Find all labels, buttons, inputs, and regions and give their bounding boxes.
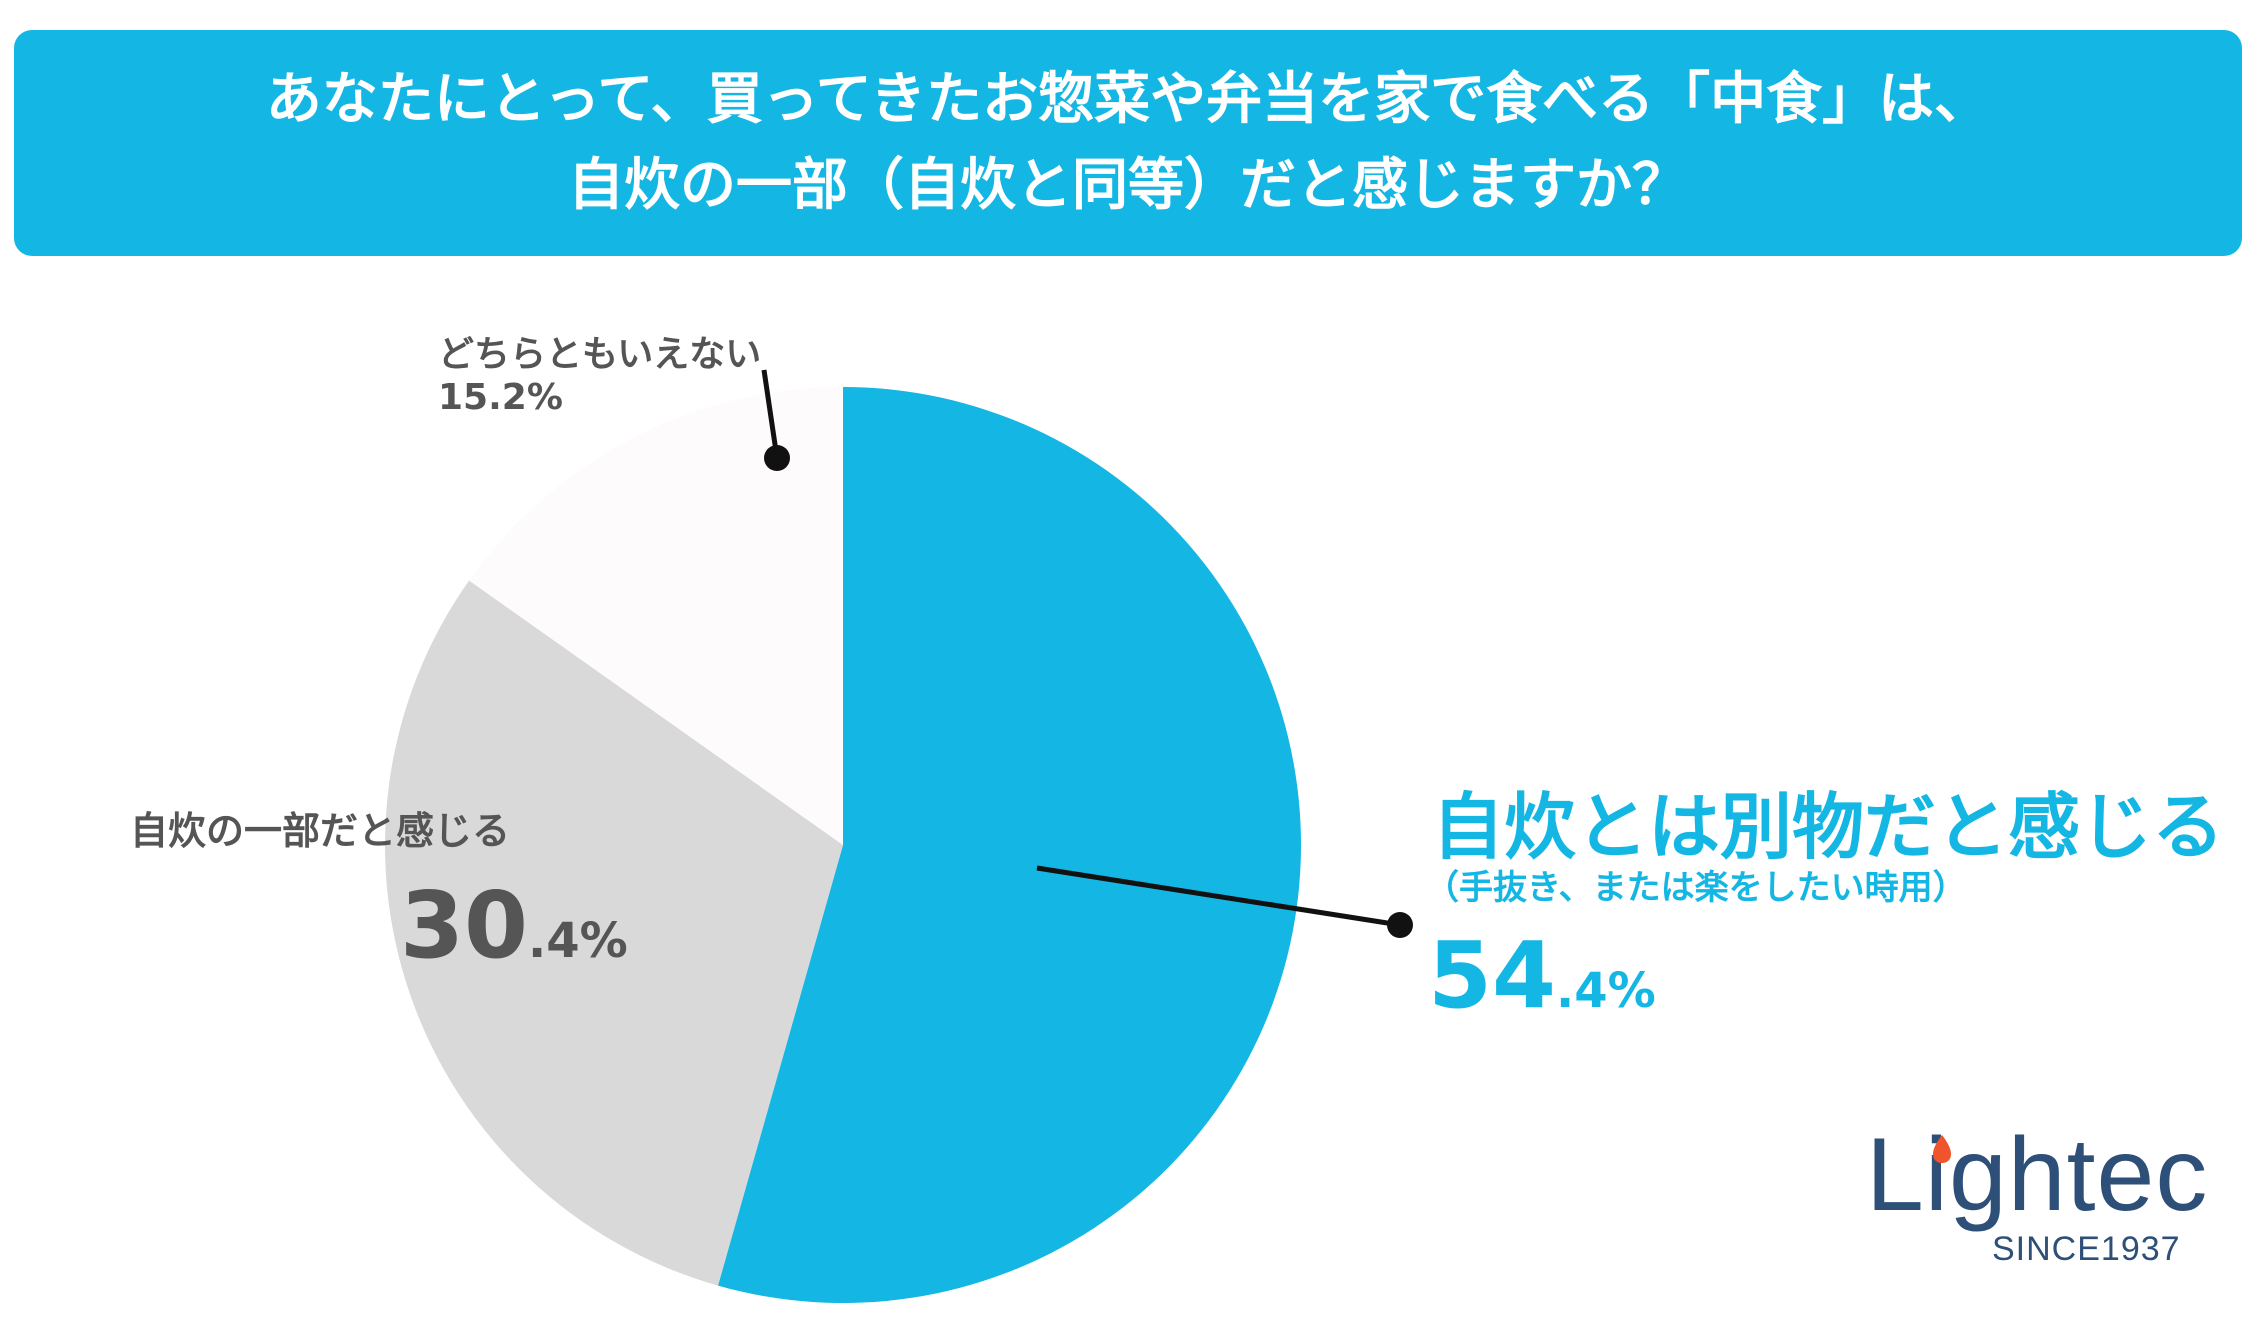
chart-title-line1: あなたにとって、買ってきたお惣菜や弁当を家で食べる「中食」は、 [265,67,1991,132]
slice-value-part-int: 30 [400,872,529,979]
slice-value-different-dec: .4% [1556,963,1656,1019]
slice-value-different: 54.4% [1428,922,1656,1029]
title-banner: あなたにとって、買ってきたお惣菜や弁当を家で食べる「中食」は、 自炊の一部（自炊… [14,30,2242,256]
leader-neither-line [761,369,780,459]
flame-icon [1933,1135,1951,1163]
leader-different-dot [1387,912,1413,938]
logo-since: SINCE1937 [1992,1230,2181,1268]
slice-label-neither: どちらともいえない [438,334,762,375]
lightec-logo: Lightec SINCE1937 [1866,1120,2207,1270]
slice-label-part: 自炊の一部だと感じる [130,809,511,853]
slice-different [717,387,1301,1303]
slice-sublabel-different: （手抜き、または楽をしたい時用） [1425,868,1967,908]
slice-neither [469,387,843,845]
leader-neither-dot [764,445,790,471]
slice-value-neither: 15.2% [438,377,563,418]
logo-wordmark: Lightec [1866,1117,2209,1233]
slice-label-different: 自炊とは別物だと感じる [1432,785,2225,869]
chart-title-line2: 自炊の一部（自炊と同等）だと感じますか？ [568,153,1688,218]
slice-value-different-int: 54 [1428,922,1557,1029]
leader-different-line [1036,865,1401,928]
slice-value-part: 30.4% [400,872,628,979]
slice-part [384,580,843,1286]
slice-value-part-dec: .4% [528,913,628,969]
